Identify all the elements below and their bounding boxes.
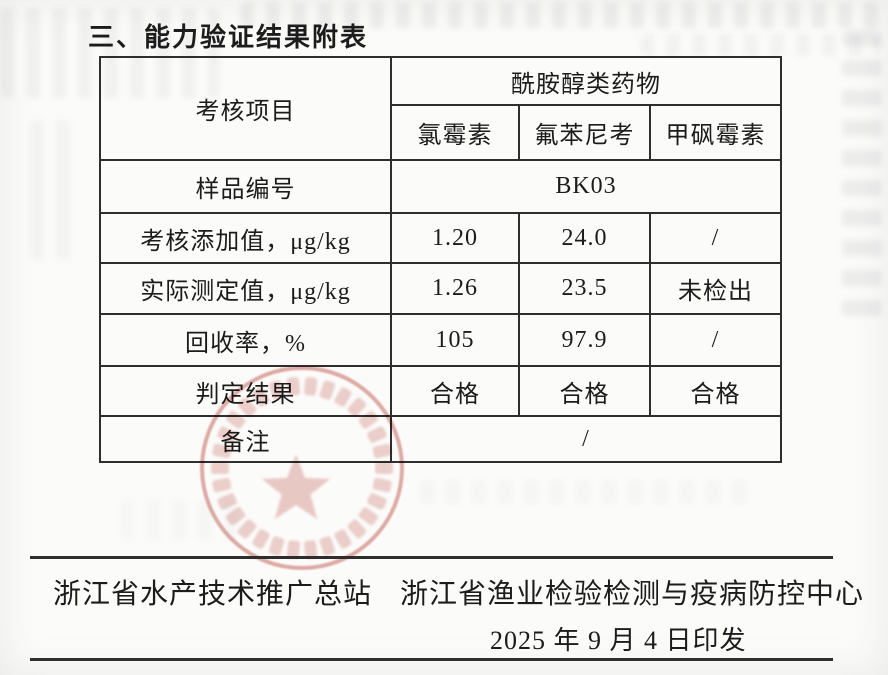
cell-spiked-florfenicol: 24.0 [518, 212, 651, 264]
header-item-label: 考核项目 [99, 56, 392, 161]
footer-bottom-rule [30, 658, 833, 661]
header-drug-thiamphenicol: 甲砜霉素 [648, 104, 783, 161]
results-table: 考核项目 酰胺醇类药物 氯霉素 氟苯尼考 甲砜霉素 样品编号 BK03 考核添加… [99, 56, 783, 463]
header-drug-chloramphenicol: 氯霉素 [390, 104, 520, 161]
row-label-spiked-value: 考核添加值，μg/kg [99, 212, 392, 264]
cell-remarks: / [389, 415, 783, 463]
bleed-through-artifact [120, 500, 240, 540]
bleed-through-artifact [842, 30, 882, 330]
cell-measured-chloramphenicol: 1.26 [390, 262, 520, 315]
table-row-remarks: 备注 / [99, 415, 783, 463]
row-label-judgment: 判定结果 [99, 365, 392, 417]
header-drug-florfenicol: 氟苯尼考 [518, 104, 651, 161]
cell-recovery-florfenicol: 97.9 [518, 313, 651, 367]
bleed-through-artifact [30, 120, 78, 260]
seal-star-icon [261, 454, 331, 520]
table-row-measured-value: 实际测定值，μg/kg 1.26 23.5 未检出 [99, 262, 783, 315]
table-row-sample-id: 样品编号 BK03 [99, 159, 783, 214]
table-row-recovery: 回收率，% 105 97.9 / [99, 313, 783, 367]
cell-judgment-thiamphenicol: 合格 [648, 365, 783, 417]
cell-spiked-chloramphenicol: 1.20 [390, 212, 520, 264]
bleed-through-artifact [640, 34, 880, 56]
row-label-sample-id: 样品编号 [99, 159, 392, 214]
cell-recovery-thiamphenicol: / [648, 313, 783, 367]
cell-measured-thiamphenicol: 未检出 [648, 262, 783, 315]
row-label-measured-value: 实际测定值，μg/kg [99, 262, 392, 315]
cell-recovery-chloramphenicol: 105 [390, 313, 520, 367]
bleed-through-artifact [420, 480, 750, 504]
table-row-spiked-value: 考核添加值，μg/kg 1.20 24.0 / [99, 212, 783, 264]
cell-spiked-thiamphenicol: / [648, 212, 783, 264]
header-drug-class: 酰胺醇类药物 [389, 56, 783, 106]
table-row-judgment: 判定结果 合格 合格 合格 [99, 365, 783, 417]
footer-top-rule [30, 556, 833, 559]
row-label-remarks: 备注 [99, 415, 392, 463]
cell-judgment-florfenicol: 合格 [518, 365, 651, 417]
cell-sample-id: BK03 [389, 159, 783, 214]
cell-judgment-chloramphenicol: 合格 [390, 365, 520, 417]
row-label-recovery: 回收率，% [99, 313, 392, 367]
cell-measured-florfenicol: 23.5 [518, 262, 651, 315]
table-row-drug-names: 氯霉素 氟苯尼考 甲砜霉素 [100, 104, 783, 161]
footer-org-right: 浙江省渔业检验检测与疫病防控中心 [400, 579, 865, 610]
footer-org-left: 浙江省水产技术推广总站 [53, 579, 373, 610]
footer-issue-date: 2025 年 9 月 4 日印发 [490, 626, 747, 655]
table-row-group-header: 考核项目 酰胺醇类药物 [99, 56, 783, 161]
footer-organizations: 浙江省水产技术推广总站 浙江省渔业检验检测与疫病防控中心 [53, 572, 864, 612]
section-title: 三、能力验证结果附表 [88, 23, 369, 52]
